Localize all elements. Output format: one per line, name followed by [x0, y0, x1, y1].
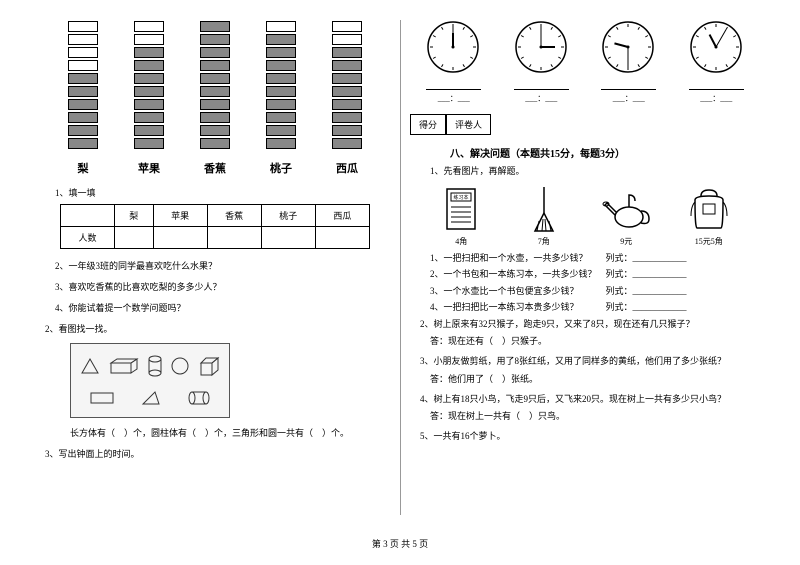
sub-q3: 3、一个水壶比一个书包便宜多少钱？ 列式：____________ [430, 285, 760, 299]
table-header: 梨 [115, 205, 153, 227]
triangle-icon [80, 357, 100, 375]
cylinder-icon [148, 355, 162, 377]
item-bag: 15元5角 [684, 184, 734, 247]
chart-column [325, 20, 370, 150]
table-header [61, 205, 115, 227]
clock-blanks-1 [410, 80, 760, 90]
q3: 3、喜欢吃香蕉的比喜欢吃梨的多多少人？ [55, 280, 390, 293]
section-clocks: 3、写出钟面上的时间。 [45, 447, 390, 460]
chart-label: 梨 [61, 160, 106, 176]
sub-q4: 4、一把扫把比一本练习本贵多少钱？ 列式：____________ [430, 301, 760, 315]
clocks-row [410, 20, 760, 75]
cube-icon [198, 355, 220, 377]
grader-label: 评卷人 [446, 114, 491, 135]
item-notebook: 练习本 4角 [436, 184, 486, 247]
chart-column [127, 20, 172, 150]
price-4: 15元5角 [684, 236, 734, 247]
q8-4: 4、树上有18只小鸟，飞走9只后，又飞来20只。现在树上一共有多少只小鸟？ [420, 393, 760, 407]
a8-2: 答：现在还有（ ）只猴子。 [430, 334, 760, 347]
clock-icon [689, 20, 744, 75]
chart-label: 桃子 [259, 160, 304, 176]
q4: 4、你能试着提一个数学问题吗？ [55, 301, 390, 314]
table-header: 桃子 [261, 205, 315, 227]
rect-icon [90, 392, 114, 404]
page-footer: 第 3 页 共 5 页 [0, 537, 800, 550]
table-header: 香蕉 [207, 205, 261, 227]
section-8-title: 八、解决问题（本题共15分，每题3分） [450, 145, 760, 160]
clock-time-row: ___：___ ___：___ ___：___ ___：___ [410, 93, 760, 104]
q8-1: 1、先看图片，再解题。 [430, 165, 760, 179]
table-cell [315, 227, 369, 249]
cylinder2-icon [188, 391, 210, 405]
clock-icon [426, 20, 481, 75]
table-cell [261, 227, 315, 249]
section-shapes: 2、看图找一找。 [45, 322, 390, 335]
row-label: 人数 [61, 227, 115, 249]
chart-label: 香蕉 [193, 160, 238, 176]
table-cell [153, 227, 207, 249]
broom-icon [529, 185, 559, 233]
clock-icon [514, 20, 569, 75]
item-broom: 7角 [519, 184, 569, 247]
data-table: 梨苹果香蕉桃子西瓜 人数 [60, 204, 370, 249]
svg-text:练习本: 练习本 [454, 194, 469, 201]
price-2: 7角 [519, 236, 569, 247]
table-header: 西瓜 [315, 205, 369, 227]
shapes-question: 长方体有（ ）个，圆柱体有（ ）个，三角形和圆一共有（ ）个。 [70, 426, 390, 439]
clock-icon [601, 20, 656, 75]
time-blank: ___：___ [514, 93, 569, 104]
table-cell [207, 227, 261, 249]
sub-q1: 1、一把扫把和一个水壶，一共多少钱？ 列式：____________ [430, 252, 760, 266]
time-blank: ___：___ [601, 93, 656, 104]
items-row: 练习本 4角 7角 9元 15元5角 [420, 184, 750, 247]
q8-5: 5、一共有16个萝卜。 [420, 430, 760, 444]
column-divider [400, 20, 401, 515]
a8-3: 答：他们用了（ ）张纸。 [430, 372, 760, 385]
chart-label: 苹果 [127, 160, 172, 176]
price-1: 4角 [436, 236, 486, 247]
bar-chart [50, 20, 380, 150]
q8-2: 2、树上原来有32只猴子，跑走9只，又来了8只，现在还有几只猴子？ [420, 318, 760, 332]
chart-labels: 梨 苹果 香蕉 桃子 西瓜 [50, 160, 380, 176]
table-cell [115, 227, 153, 249]
a8-4: 答：现在树上一共有（ ）只鸟。 [430, 409, 760, 422]
table-header: 苹果 [153, 205, 207, 227]
chart-column [61, 20, 106, 150]
left-column: 梨苹果香蕉桃子西瓜 1、填一填 梨苹果香蕉桃子西瓜 人数 2、一年级3班的同学最… [30, 20, 400, 520]
chart-label: 西瓜 [325, 160, 370, 176]
shapes-box [70, 343, 230, 418]
time-blank: ___：___ [426, 93, 481, 104]
circle-icon [171, 357, 189, 375]
kettle-icon [601, 187, 651, 231]
notebook-icon: 练习本 [443, 187, 479, 231]
score-label: 得分 [410, 114, 446, 135]
cuboid-icon [109, 357, 139, 375]
right-column: ___：___ ___：___ ___：___ ___：___ 得分 评卷人 八、解决… [400, 20, 770, 520]
time-blank: ___：___ [689, 93, 744, 104]
q8-3: 3、小朋友做剪纸，用了8张红纸，又用了同样多的黄纸，他们用了多少张纸？ [420, 355, 760, 369]
chart-column [259, 20, 304, 150]
triangle2-icon [141, 390, 161, 406]
price-3: 9元 [601, 236, 651, 247]
q-fill: 1、填一填 [55, 186, 390, 199]
item-kettle: 9元 [601, 184, 651, 247]
bag-icon [687, 186, 731, 232]
chart-column [193, 20, 238, 150]
sub-q2: 2、一个书包和一本练习本，一共多少钱？ 列式：____________ [430, 268, 760, 282]
q2: 2、一年级3班的同学最喜欢吃什么水果？ [55, 259, 390, 272]
score-box: 得分 评卷人 [410, 114, 760, 135]
